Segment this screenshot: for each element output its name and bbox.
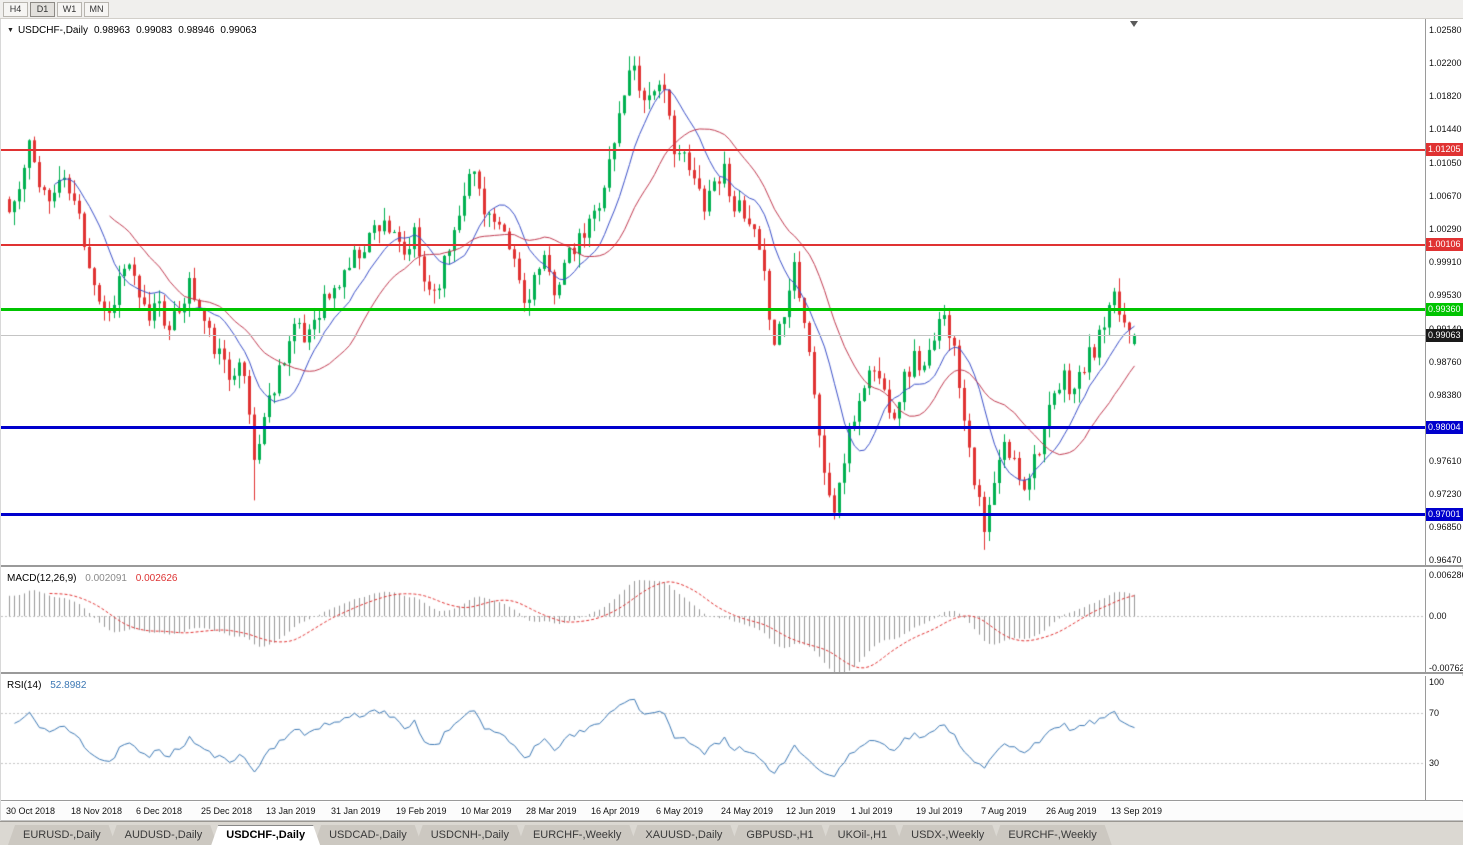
price-tick: 0.99910 [1429,256,1462,267]
date-label: 26 Aug 2019 [1046,806,1097,816]
quote-open: 0.98963 [93,25,131,36]
macd-name: MACD(12,26,9) [7,573,77,584]
chart-tab-xauusd-daily[interactable]: XAUUSD-,Daily [630,825,737,845]
chart-shift-marker[interactable] [1130,21,1138,27]
chart-tab-eurchf-weekly[interactable]: EURCHF-,Weekly [993,825,1111,845]
support-green-tag: 0.99360 [1426,303,1463,317]
current-price-line[interactable] [1,334,1425,336]
timeframe-button-d1[interactable]: D1 [30,1,55,17]
date-label: 25 Dec 2018 [201,806,253,816]
main-price-axis[interactable]: 1.02580 1.02200 1.01820 1.01440 1.01050 1.006… [1425,19,1463,565]
chart-tab-ukoil-h1[interactable]: UKOil-,H1 [823,825,903,845]
quote-close: 0.99063 [220,25,257,36]
chart-tab-audusd-daily[interactable]: AUDUSD-,Daily [110,825,218,845]
rsi-tick: 70 [1429,708,1440,719]
price-tick: 0.99140 [1429,324,1462,334]
date-label: 16 Apr 2019 [591,806,640,816]
collapse-arrow-icon[interactable]: ▼ [7,27,14,34]
date-label: 12 Jun 2019 [786,806,836,816]
macd-value-main: 0.002091 [85,573,127,584]
date-label: 30 Oct 2018 [6,806,56,816]
main-chart-panel: ▼ USDCHF-,Daily 0.98963 0.99083 0.98946 … [1,19,1463,567]
support-green-line[interactable] [1,308,1425,312]
support-1-line[interactable] [1,425,1425,429]
macd-panel: MACD(12,26,9) 0.002091 0.002626 0.006286… [1,569,1463,674]
resistance-2-tag: 1.00106 [1426,238,1463,252]
chart-tab-gbpusd-h1[interactable]: GBPUSD-,H1 [731,825,828,845]
macd-tick: 0.00 [1429,611,1447,622]
price-tick: 0.97610 [1429,456,1462,467]
resistance-1-tag: 1.01205 [1426,143,1463,157]
rsi-canvas[interactable] [1,676,1425,800]
timeframe-button-mn[interactable]: MN [84,1,109,17]
date-label: 1 Jul 2019 [851,806,893,816]
date-label: 6 Dec 2018 [136,806,183,816]
macd-label: MACD(12,26,9) 0.002091 0.002626 [7,573,177,584]
date-label: 13 Sep 2019 [1111,806,1163,816]
rsi-panel: RSI(14) 52.8982 100 70 30 [1,676,1463,801]
chart-window: ▼ USDCHF-,Daily 0.98963 0.99083 0.98946 … [0,19,1463,821]
main-plot[interactable]: ▼ USDCHF-,Daily 0.98963 0.99083 0.98946 … [1,19,1425,565]
rsi-plot[interactable]: RSI(14) 52.8982 [1,676,1425,800]
date-label: 7 Aug 2019 [981,806,1027,816]
chart-tab-eurusd-daily[interactable]: EURUSD-,Daily [8,825,116,845]
chart-tab-usdcad-daily[interactable]: USDCAD-,Daily [314,825,422,845]
quote-high: 0.99083 [136,25,173,36]
timeframe-toolbar: H4 D1 W1 MN [0,0,1463,19]
chart-title: ▼ USDCHF-,Daily 0.98963 0.99083 0.98946 … [7,25,257,36]
price-tick: 1.00670 [1429,190,1462,201]
macd-tick: 0.006286 [1429,570,1463,580]
macd-axis[interactable]: 0.006286 0.00 -0.00762 [1425,569,1463,673]
price-tick: 0.99530 [1429,289,1462,300]
resistance-2-line[interactable] [1,243,1425,246]
date-label: 19 Feb 2019 [396,806,447,816]
price-tick: 0.98380 [1429,389,1462,400]
rsi-value: 52.8982 [50,680,87,691]
symbol-title: USDCHF-,Daily [17,25,88,36]
price-tick: 0.96470 [1429,555,1462,566]
rsi-tick: 100 [1429,677,1445,687]
price-tick: 0.98760 [1429,356,1462,367]
chart-tab-usdx-weekly[interactable]: USDX-,Weekly [896,825,999,845]
current-price-tag: 0.99063 [1426,328,1463,342]
rsi-label: RSI(14) 52.8982 [7,680,86,691]
rsi-name: RSI(14) [7,680,42,691]
rsi-tick: 30 [1429,757,1440,768]
date-label: 10 Mar 2019 [461,806,512,816]
price-tick: 1.02200 [1429,58,1462,69]
chart-tab-usdcnh-daily[interactable]: USDCNH-,Daily [416,825,524,845]
quote-low: 0.98946 [178,25,215,36]
timeframe-button-w1[interactable]: W1 [57,1,82,17]
macd-plot[interactable]: MACD(12,26,9) 0.002091 0.002626 [1,569,1425,673]
timeframe-button-h4[interactable]: H4 [3,1,28,17]
price-tick: 0.97230 [1429,489,1462,500]
date-label: 24 May 2019 [721,806,774,816]
price-tick: 1.02580 [1429,25,1462,36]
support-1-tag: 0.98004 [1426,420,1463,434]
candlestick-canvas[interactable] [1,19,1425,565]
date-label: 6 May 2019 [656,806,704,816]
date-label: 13 Jan 2019 [266,806,316,816]
chart-tab-eurchf-weekly[interactable]: EURCHF-,Weekly [518,825,636,845]
price-tick: 1.01820 [1429,91,1462,102]
price-tick: 1.01050 [1429,157,1462,168]
chart-tab-bar: EURUSD-,Daily AUDUSD-,Daily USDCHF-,Daily U… [0,821,1463,845]
date-label: 18 Nov 2018 [71,806,123,816]
resistance-1-line[interactable] [1,148,1425,151]
price-tick: 1.01440 [1429,124,1462,135]
date-label: 19 Jul 2019 [916,806,963,816]
macd-value-signal: 0.002626 [135,573,178,584]
date-label: 28 Mar 2019 [526,806,577,816]
macd-canvas[interactable] [1,569,1425,673]
support-2-tag: 0.97001 [1426,507,1463,521]
price-tick: 1.00290 [1429,223,1462,234]
chart-tab-usdchf-daily[interactable]: USDCHF-,Daily [211,825,320,845]
rsi-axis[interactable]: 100 70 30 [1425,676,1463,800]
support-2-line[interactable] [1,512,1425,516]
price-tick: 0.96850 [1429,522,1462,533]
date-axis[interactable]: 30 Oct 2018 18 Nov 2018 6 Dec 2018 25 Dec 2… [1,802,1463,821]
date-label: 31 Jan 2019 [331,806,381,816]
macd-tick: -0.00762 [1429,663,1463,673]
